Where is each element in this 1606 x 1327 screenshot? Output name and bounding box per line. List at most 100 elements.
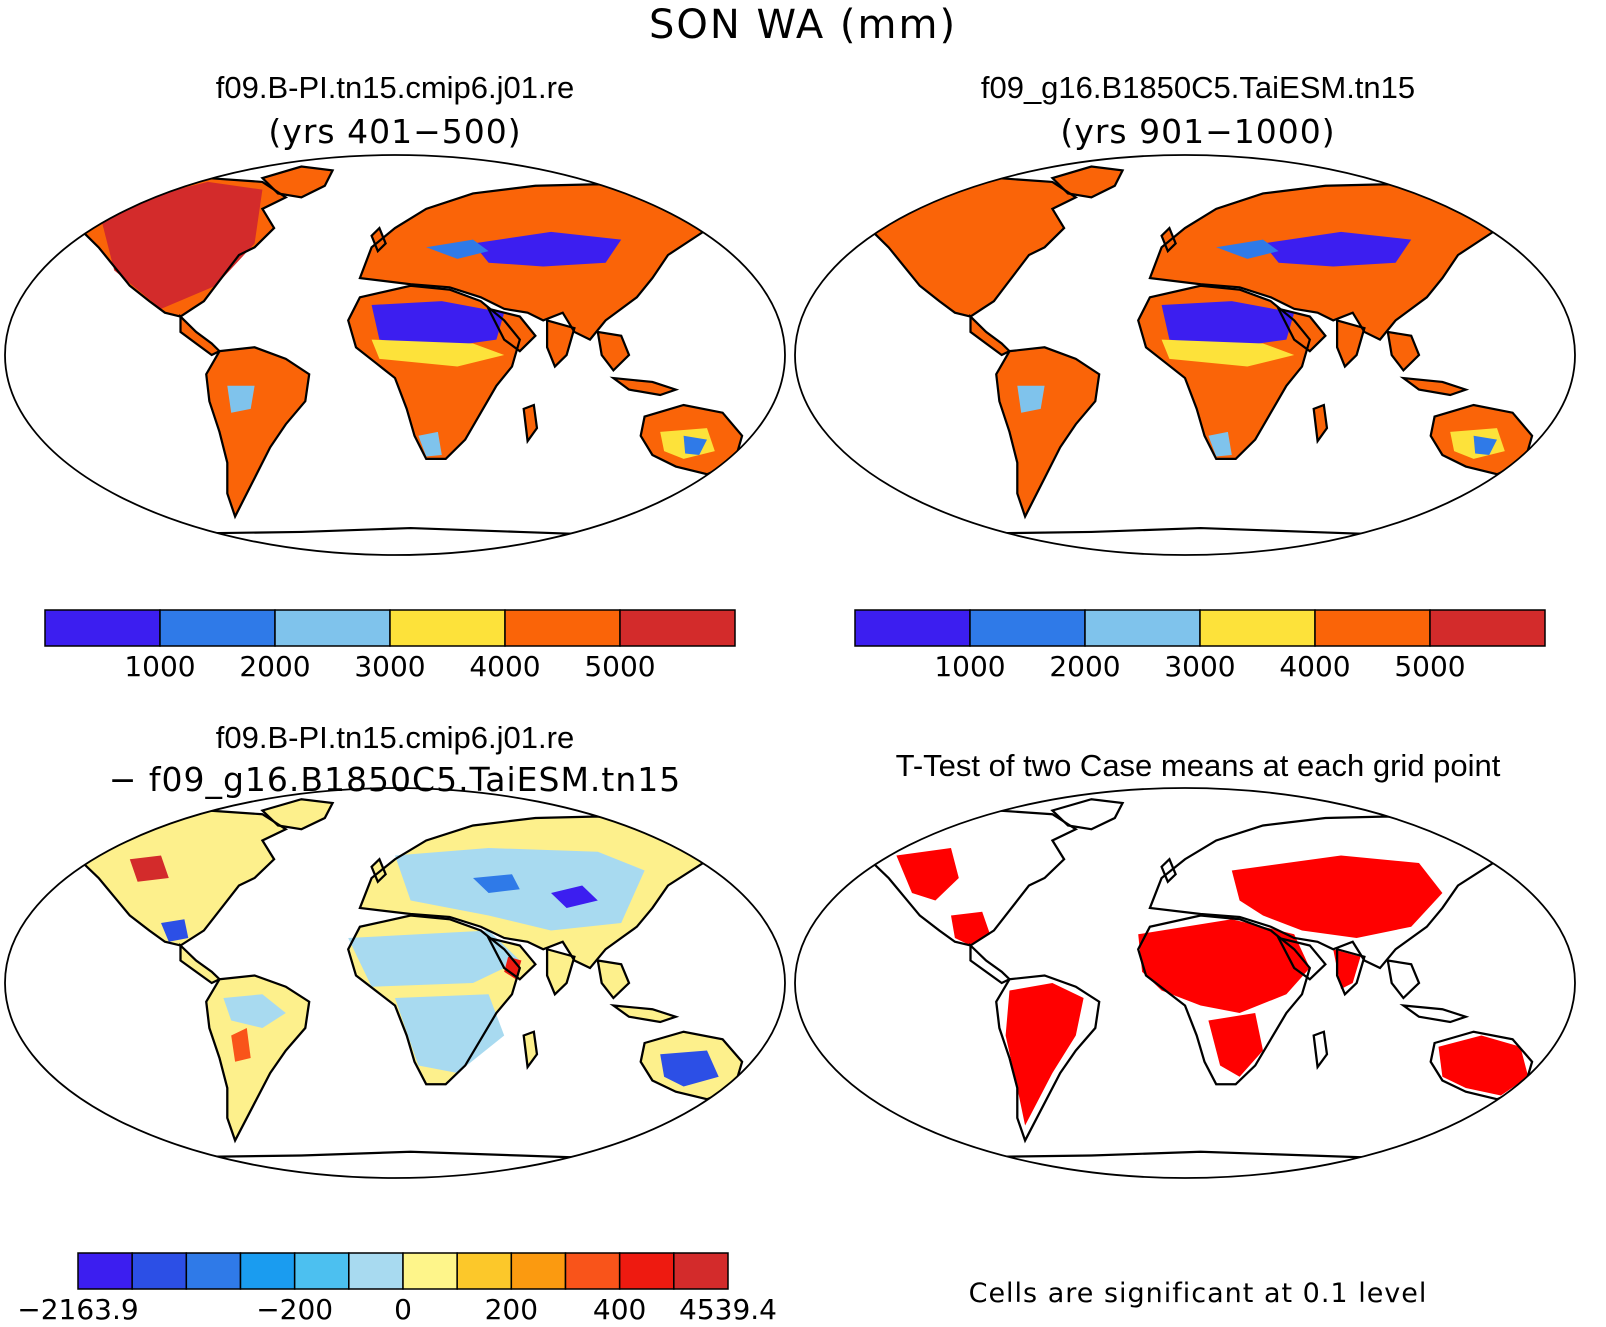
field-region: [1473, 435, 1497, 455]
colorbar-tick-label: 4000: [1279, 650, 1351, 683]
coastline-antarctica: [896, 526, 1482, 545]
field-region: [223, 994, 286, 1028]
coastline-seAsia: [596, 959, 631, 1000]
coastline-india: [1335, 947, 1366, 997]
land-northAmerica: [873, 178, 1076, 317]
field-region: [1161, 301, 1295, 348]
map-ttest: [794, 787, 1576, 1179]
land-indonesia: [613, 1005, 676, 1022]
colorbar-tick-label: 1000: [124, 650, 196, 683]
coastline-uk: [370, 226, 387, 254]
field-region: [227, 385, 255, 413]
coastline-centralAmerica: [969, 313, 1012, 357]
colorbar-control-labels: 1000 2000 3000 4000 5000: [45, 650, 735, 690]
coastline-africa: [347, 284, 522, 460]
coastline-madagascar: [522, 1030, 539, 1070]
figure-title: SON WA (mm): [648, 2, 958, 48]
coastline-madagascar: [1312, 403, 1329, 445]
land-indonesia: [613, 378, 676, 395]
colorbar-tick-label: 200: [484, 1293, 539, 1326]
colorbar-swatch: [673, 1252, 729, 1290]
colorbar-swatch: [619, 609, 736, 647]
field-region: [426, 239, 489, 259]
land-northAmerica: [83, 810, 286, 946]
map-border: [4, 787, 786, 1179]
panel-1-title: f09.B-PI.tn15.cmip6.j01.re: [215, 70, 575, 105]
colorbar-swatch: [402, 1252, 458, 1290]
colorbar-tick-label: 5000: [584, 650, 656, 683]
coastline-uk: [370, 857, 387, 884]
map-content: [871, 165, 1534, 545]
coastline-eurasia: [358, 815, 717, 970]
coastline-southAmerica: [205, 974, 311, 1144]
panel-3-title: f09.B-PI.tn15.cmip6.j01.re: [215, 720, 575, 755]
field-region: [1208, 431, 1232, 457]
colorbar-swatch: [159, 609, 276, 647]
coastline-greenland: [1050, 798, 1125, 831]
coastline-centralAmerica: [969, 942, 1012, 985]
field-region: [660, 1050, 719, 1087]
colorbar-tick-label: 1000: [934, 650, 1006, 683]
field-region: [348, 930, 520, 987]
coastline-indonesia: [609, 1004, 680, 1024]
coastline-eurasia: [1148, 815, 1507, 970]
field-region: [1263, 231, 1412, 267]
land-seAsia: [597, 960, 629, 998]
coastline-india: [545, 318, 576, 369]
coastline-eurasia: [358, 183, 717, 341]
colorbar-difference-labels: −2163.9 −200 0 200 400 4539.4: [17, 1293, 777, 1327]
land-southAmerica: [996, 347, 1100, 517]
coastline-arabia: [1276, 307, 1327, 353]
colorbar-swatch: [185, 1252, 242, 1290]
map-difference: [4, 787, 786, 1179]
field-region: [129, 855, 169, 882]
land-india: [1337, 320, 1365, 367]
coastline-centralAmerica: [179, 313, 222, 357]
coastline-africa: [1137, 284, 1312, 460]
colorbar-swatch: [504, 609, 621, 647]
map-border: [794, 154, 1576, 556]
coastline-centralAmerica: [179, 942, 222, 985]
map-test: [794, 154, 1576, 556]
field-region: [472, 231, 622, 267]
significance-note: Cells are significant at 0.1 level: [968, 1278, 1428, 1309]
land-seAsia: [1387, 331, 1419, 371]
colorbar-tick-label: 0: [394, 1293, 412, 1326]
field-region: [1231, 855, 1443, 938]
colorbar-swatch: [389, 609, 506, 647]
coastline-arabia: [1276, 936, 1327, 981]
panel-3-subtitle: − f09_g16.B1850C5.TaiESM.tn15: [108, 760, 682, 799]
field-region: [395, 994, 505, 1073]
colorbar-swatch: [618, 1252, 675, 1290]
field-region: [1208, 1013, 1263, 1077]
coastline-indonesia: [1399, 376, 1470, 397]
land-india: [547, 949, 575, 995]
colorbar-swatch: [131, 1252, 188, 1290]
colorbar-tick-label: 4000: [469, 650, 541, 683]
map-content: [81, 165, 744, 545]
field-region: [418, 431, 442, 457]
field-region: [1017, 385, 1045, 413]
land-southAmerica: [206, 347, 310, 517]
coastline-indonesia: [1399, 1004, 1470, 1024]
coastline-antarctica: [106, 526, 692, 545]
colorbar-difference: [77, 1252, 729, 1290]
field-region: [472, 874, 520, 893]
field-region: [1333, 949, 1361, 989]
field-region: [161, 919, 189, 942]
field-region: [231, 1028, 251, 1062]
coastline-southAmerica: [205, 346, 311, 520]
coastline-southAmerica: [995, 346, 1101, 520]
field-region: [896, 848, 959, 901]
colorbar-swatch: [44, 609, 161, 647]
coastline-madagascar: [522, 403, 539, 445]
coastline-africa: [1136, 914, 1312, 1086]
coastline-indonesia: [609, 376, 680, 397]
colorbar-swatch: [239, 1252, 296, 1290]
coastline-antarctica: [106, 1150, 692, 1168]
field-region: [1216, 239, 1279, 259]
colorbar-swatch: [1429, 609, 1546, 647]
coastline-madagascar: [1312, 1030, 1329, 1070]
coastline-southAmerica: [995, 974, 1101, 1144]
land-seAsia: [597, 331, 629, 371]
